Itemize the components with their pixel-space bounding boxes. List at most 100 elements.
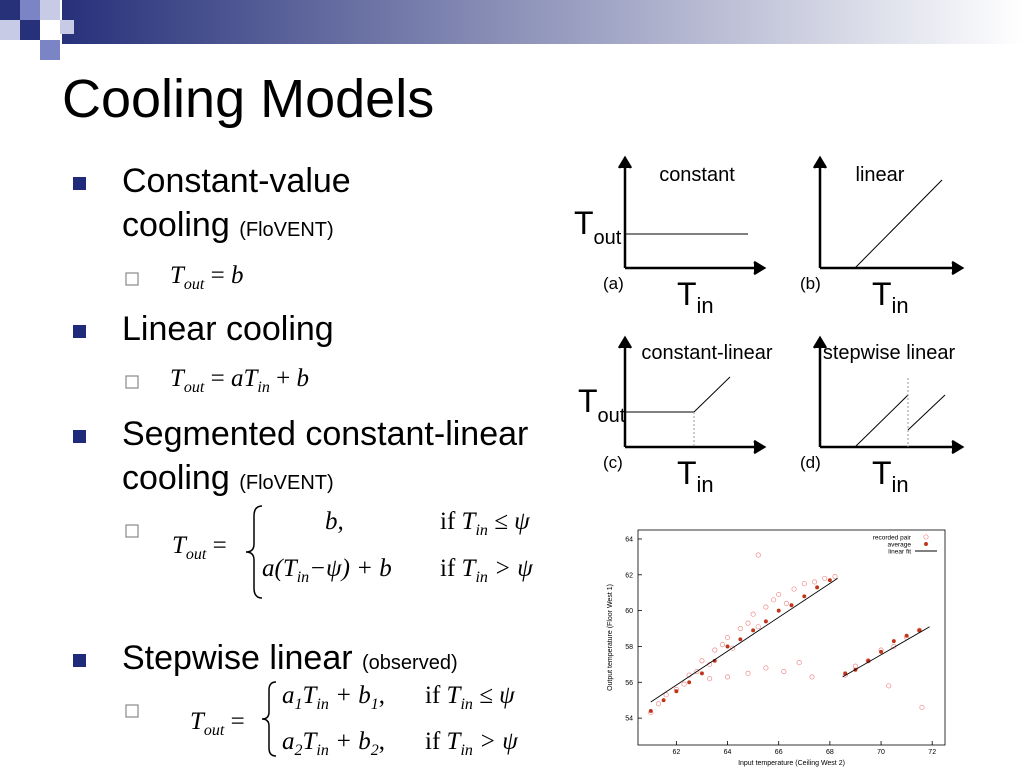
point — [789, 603, 794, 608]
point — [725, 644, 730, 649]
axis-label: Tin — [872, 455, 909, 497]
point — [663, 692, 669, 698]
note: (observed) — [362, 652, 458, 674]
sym: ≤ ψ — [494, 508, 530, 535]
op: if — [440, 555, 456, 582]
sub: in — [892, 472, 909, 497]
sym: b — [230, 262, 244, 289]
diagram-curves — [625, 179, 946, 448]
case-cond: if Tin ≤ ψ — [425, 682, 515, 714]
sym: b — [296, 365, 309, 392]
sym: T — [302, 728, 317, 755]
sym: a — [282, 682, 295, 709]
sub: in — [475, 522, 488, 539]
sub: 2 — [370, 742, 379, 759]
sub: out — [203, 722, 225, 739]
sub: in — [697, 472, 714, 497]
formula: Tout = b — [170, 262, 243, 294]
point — [904, 633, 909, 638]
diagram-title: linear — [856, 164, 905, 186]
case-cond: if Tin ≤ ψ — [440, 508, 530, 540]
op: , — [378, 682, 385, 709]
point — [802, 594, 807, 599]
op: = — [210, 365, 225, 392]
point — [648, 709, 653, 713]
op: = — [210, 262, 225, 289]
bullet-text: Linear cooling — [122, 310, 334, 348]
scatter-chart: 54 56 58 60 62 64 62 64 66 68 70 72 Input temperatur… — [607, 529, 946, 767]
sym: a — [282, 728, 295, 755]
point — [776, 608, 781, 613]
diagram-tag: (c) — [603, 453, 623, 472]
legend-label: recorded pair — [873, 534, 912, 541]
plot-frame — [637, 529, 946, 746]
y-axis-label: Output temperature (Floor West 1) — [607, 584, 614, 691]
point — [886, 683, 892, 689]
sym: T — [170, 365, 184, 392]
y-tick-label: 58 — [625, 644, 633, 651]
case-expr: a(Tin−ψ) + b — [262, 555, 392, 587]
case-cond: if Tin > ψ — [440, 555, 533, 587]
bullet-markers — [73, 177, 86, 667]
axis-label: Tout — [578, 383, 626, 427]
point — [737, 625, 743, 632]
diagram-tag: (a) — [603, 274, 624, 293]
sub: 1 — [294, 696, 303, 713]
point — [724, 634, 731, 641]
point — [699, 658, 705, 664]
point — [700, 671, 704, 676]
sub: 2 — [294, 742, 303, 759]
case-expr: b, — [325, 508, 344, 536]
sym: + b — [335, 682, 371, 709]
point — [852, 663, 859, 669]
point — [776, 591, 782, 598]
point — [745, 620, 751, 626]
op: if — [440, 508, 456, 535]
x-tick-label: 70 — [877, 749, 885, 756]
diagram-tag: (d) — [800, 453, 821, 472]
case-cond: if Tin > ψ — [425, 728, 518, 760]
op: = — [230, 708, 245, 735]
point — [811, 579, 818, 585]
sym: T — [302, 682, 317, 709]
t: T — [574, 205, 594, 241]
point — [809, 674, 815, 680]
sub: out — [183, 379, 205, 396]
sym: −ψ) + b — [309, 555, 392, 582]
formula: Tout = aTin + b — [170, 365, 309, 397]
legend-key — [924, 542, 928, 546]
x-tick-label: 66 — [775, 749, 783, 756]
sym: > ψ — [479, 728, 518, 755]
op: + — [276, 365, 291, 392]
diagram-title: stepwise linear — [823, 342, 956, 364]
y-tick-label: 64 — [625, 536, 633, 543]
case-expr: a1Tin + b1, — [282, 682, 385, 714]
op: , — [378, 728, 385, 755]
bullet: Linear cooling — [122, 307, 522, 351]
point — [763, 604, 769, 610]
point — [771, 597, 777, 603]
sub: in — [296, 569, 310, 586]
point — [832, 574, 838, 580]
sub: out — [594, 227, 622, 249]
bullet: Stepwise linear (observed) — [122, 636, 562, 685]
sub: out — [598, 405, 626, 427]
sub: in — [697, 293, 714, 318]
sub: out — [185, 546, 207, 563]
t: T — [872, 455, 892, 491]
bullet-text: Segmented constant-linear cooling — [122, 415, 529, 497]
sym: > ψ — [494, 555, 533, 582]
axis-label: Tin — [677, 276, 714, 318]
sym: aT — [230, 365, 258, 392]
diagram-axes — [617, 155, 965, 455]
point — [681, 681, 687, 687]
sub: 1 — [370, 696, 379, 713]
point — [730, 645, 736, 651]
point — [694, 668, 700, 675]
point — [781, 668, 787, 675]
sub: out — [183, 276, 205, 293]
sym: b, — [325, 508, 344, 535]
axis-label: Tin — [872, 276, 909, 318]
diagram-tag: (b) — [800, 274, 821, 293]
sym: T — [446, 728, 461, 755]
